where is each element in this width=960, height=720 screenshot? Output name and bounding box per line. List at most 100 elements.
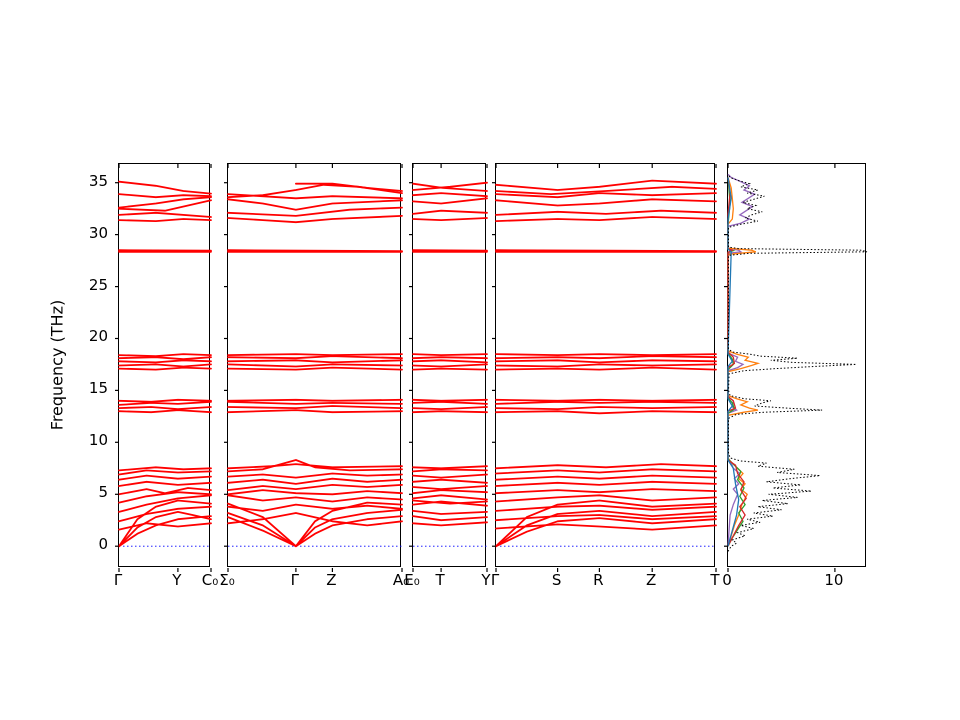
band-branch	[118, 505, 212, 523]
x-tick-label: S	[551, 571, 562, 589]
band-branch	[412, 400, 488, 405]
x-tick-label: Σ₀	[219, 571, 235, 589]
band-branch	[118, 510, 212, 548]
x-tick-label: C₀	[201, 571, 219, 589]
band-branch	[495, 463, 717, 470]
band-branch	[495, 517, 717, 548]
band-branch	[227, 472, 403, 479]
band-branch	[495, 353, 717, 357]
band-branch	[118, 469, 212, 476]
band-branch	[118, 199, 212, 212]
band-branch	[412, 509, 488, 515]
x-tick-label: Γ	[113, 571, 123, 589]
band-branch	[495, 355, 717, 360]
band-branch	[412, 197, 488, 205]
band-branch	[227, 489, 403, 496]
band-branch	[495, 406, 717, 411]
band-branch	[227, 463, 403, 470]
band-branch	[412, 217, 488, 221]
y-tick-label: 20	[88, 327, 108, 346]
band-branch	[412, 367, 488, 371]
y-tick-label: 5	[98, 483, 108, 502]
band-branch	[227, 363, 403, 368]
band-branch	[495, 494, 717, 503]
y-tick-label: 25	[88, 275, 108, 294]
band-panel-gamma-y-c0	[115, 163, 212, 572]
band-branch	[495, 488, 717, 495]
pdos-purple	[727, 173, 757, 547]
band-branch	[412, 499, 488, 505]
band-branch	[227, 503, 403, 512]
band-branch	[495, 523, 717, 531]
band-branch	[118, 366, 212, 371]
y-tick-label: 15	[88, 379, 108, 398]
band-branch	[227, 193, 403, 200]
band-branch	[227, 515, 403, 548]
band-branch	[227, 215, 403, 224]
band-branch	[412, 398, 488, 402]
band-branch	[412, 359, 488, 364]
band-branch	[495, 209, 717, 216]
band-branch	[495, 359, 717, 364]
total-dos-curve	[727, 174, 868, 552]
band-branch	[412, 468, 488, 473]
band-branch	[118, 249, 212, 252]
x-tick-label: 0	[722, 571, 732, 589]
band-branch	[118, 193, 212, 199]
band-branch	[227, 477, 403, 485]
band-branch	[227, 206, 403, 217]
band-branch	[227, 249, 403, 253]
pdos-blue	[727, 177, 740, 547]
band-branch	[412, 478, 488, 484]
band-branch	[495, 179, 717, 191]
band-branch	[227, 398, 403, 402]
band-branch	[412, 410, 488, 414]
band-branch	[118, 515, 212, 548]
band-branch	[227, 483, 403, 492]
band-branch	[495, 398, 717, 402]
band-branch	[495, 480, 717, 487]
band-branch	[118, 494, 212, 513]
band-branch	[495, 499, 717, 548]
y-tick-label: 0	[98, 535, 108, 554]
x-tick-label: Γ	[290, 571, 300, 589]
x-tick-label: T	[710, 571, 720, 589]
band-branch	[412, 353, 488, 357]
band-branch	[412, 181, 488, 191]
band-branch	[495, 474, 717, 481]
band-panel-e0-t-y	[409, 163, 488, 572]
band-branch	[412, 363, 488, 368]
y-axis-label: Frequency (THz)	[47, 299, 67, 431]
band-branch	[227, 366, 403, 371]
band-branch	[118, 487, 212, 496]
band-branch	[412, 356, 488, 360]
band-branch	[118, 363, 212, 368]
band-branch	[412, 182, 488, 192]
y-tick-label: 35	[88, 171, 108, 190]
band-branch	[412, 485, 488, 491]
band-branch	[495, 363, 717, 368]
band-branch	[118, 491, 212, 504]
band-branch	[227, 494, 403, 503]
band-branch	[227, 353, 403, 357]
band-branch	[118, 466, 212, 472]
band-branch	[412, 521, 488, 527]
band-branch	[227, 400, 403, 405]
band-branch	[495, 400, 717, 405]
band-branch	[118, 180, 212, 195]
x-tick-label: E₀	[404, 571, 420, 589]
band-branch	[412, 465, 488, 470]
x-tick-label: Y	[481, 571, 491, 589]
band-branch	[495, 185, 717, 196]
band-branch	[227, 501, 403, 548]
band-branch	[495, 366, 717, 371]
band-branch	[227, 355, 403, 360]
band-branch	[118, 353, 212, 358]
band-branch	[412, 500, 488, 507]
band-branch	[295, 182, 403, 192]
band-branch	[495, 514, 717, 522]
x-tick-label: T	[435, 571, 445, 589]
x-tick-label: A₀	[392, 571, 410, 589]
band-branch	[227, 198, 403, 211]
